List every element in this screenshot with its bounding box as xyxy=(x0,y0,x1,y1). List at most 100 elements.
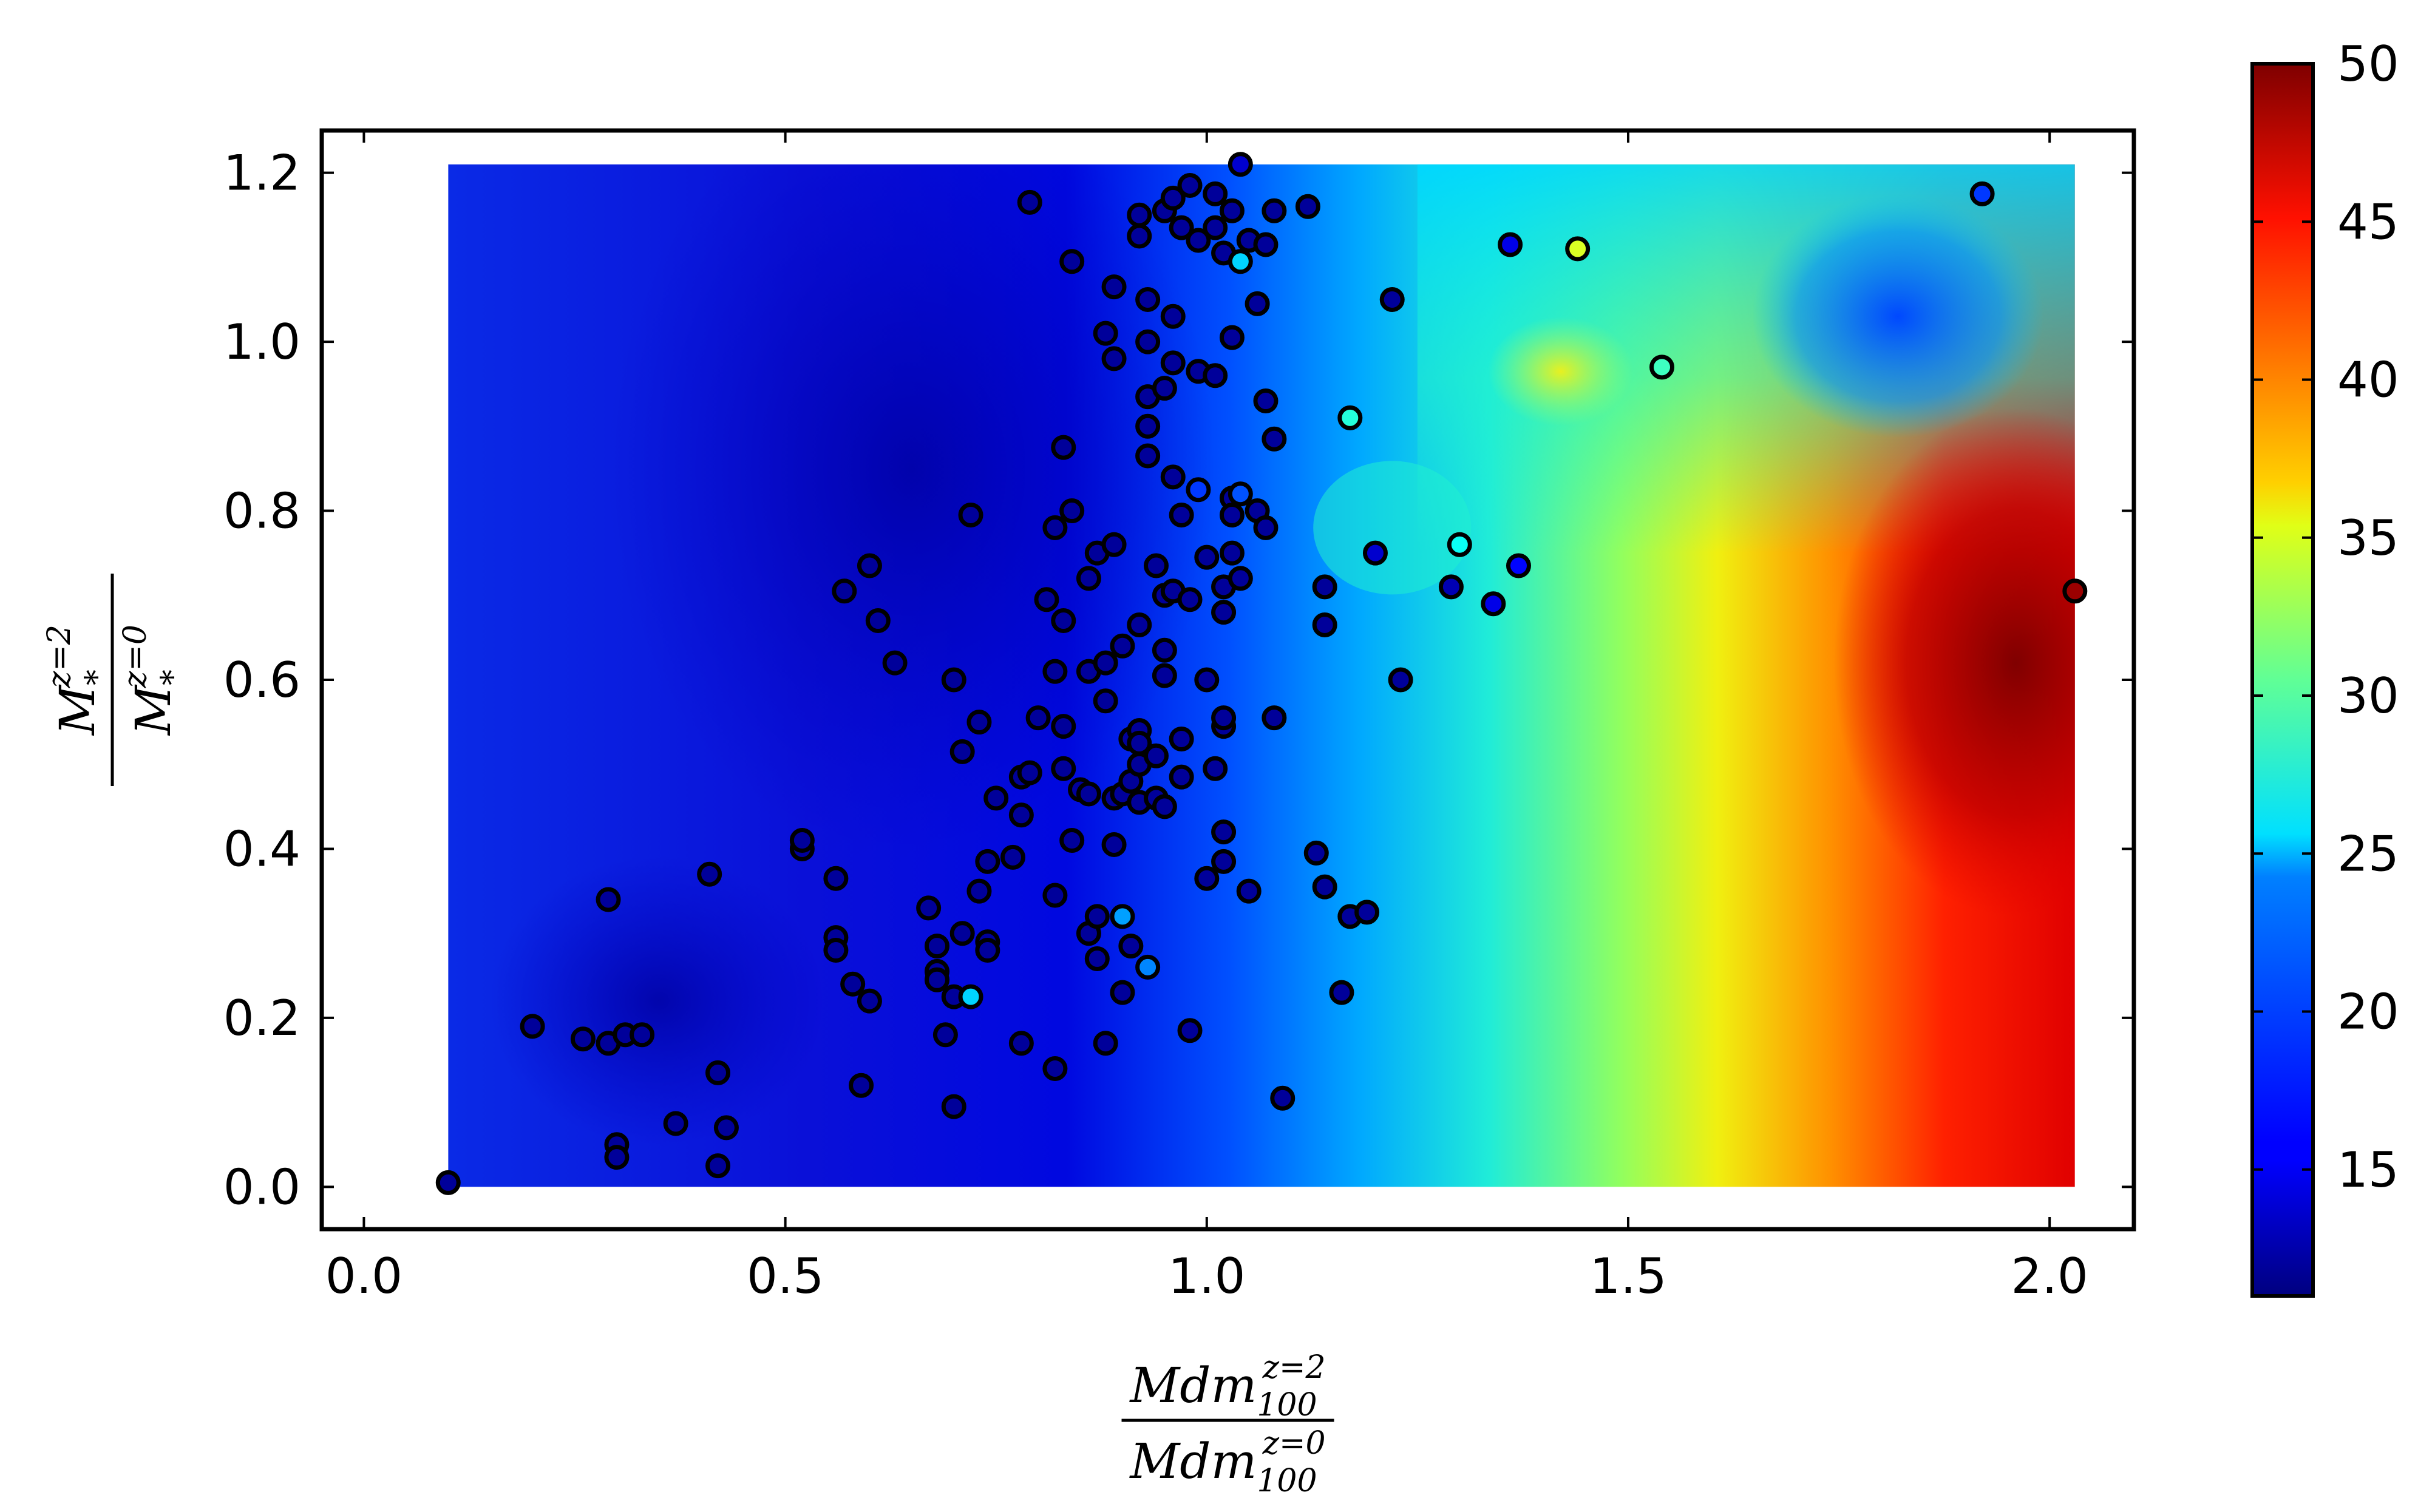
scatter-point xyxy=(1152,637,1177,663)
scatter-point xyxy=(1135,286,1161,312)
scatter-point xyxy=(1295,194,1320,219)
scatter-point xyxy=(1228,152,1253,177)
scatter-point xyxy=(1337,405,1363,430)
x-tick-label: 0.0 xyxy=(325,1248,402,1304)
colorbar-ticks: 15 20 25 30 35 40 45 50 xyxy=(2252,36,2399,1198)
scatter-point xyxy=(705,1060,731,1085)
colorbar-tick-label: 25 xyxy=(2337,825,2399,882)
scatter-point xyxy=(1270,1085,1296,1111)
scatter-point xyxy=(713,1115,739,1141)
scatter-point xyxy=(1388,667,1413,693)
scatter-point xyxy=(1211,819,1237,845)
scatter-point xyxy=(1101,346,1127,371)
scatter-point xyxy=(1481,591,1506,617)
scatter-point xyxy=(1169,503,1194,527)
scatter-point xyxy=(1169,764,1194,790)
scatter-point xyxy=(1160,185,1186,211)
y-tick-label: 0.8 xyxy=(223,483,301,540)
label-numerator: Mdm100z=2 xyxy=(1129,1349,1325,1423)
scatter-point xyxy=(1059,828,1085,853)
colorbar-tick-label: 40 xyxy=(2337,352,2399,409)
colorbar-tick-label: 20 xyxy=(2337,984,2399,1040)
scatter-point xyxy=(1059,498,1085,524)
scatter-point xyxy=(823,866,849,891)
scatter-point xyxy=(1084,904,1110,929)
scatter-point xyxy=(941,667,966,693)
scatter-point xyxy=(1169,726,1194,751)
scatter-point xyxy=(1051,435,1076,460)
scatter-point xyxy=(1127,612,1152,637)
scatter-point xyxy=(1135,413,1161,439)
scatter-point xyxy=(1362,540,1388,566)
scatter-point xyxy=(1177,1018,1203,1043)
y-tick-label: 1.2 xyxy=(223,145,301,202)
scatter-point xyxy=(1177,173,1203,198)
scatter-point xyxy=(1219,503,1245,527)
scatter-point xyxy=(1017,760,1042,785)
y-tick-label: 1.0 xyxy=(223,314,301,370)
scatter-point xyxy=(1186,477,1211,503)
scatter-point xyxy=(1110,633,1135,659)
scatter-point xyxy=(1203,756,1228,781)
scatter-point xyxy=(1000,844,1025,870)
scatter-point xyxy=(1135,443,1161,469)
scatter-point xyxy=(1262,426,1287,452)
scatter-point xyxy=(857,553,882,578)
scatter-point xyxy=(1093,688,1118,714)
scatter-point xyxy=(966,878,992,904)
colorbar-tick-label: 15 xyxy=(2337,1142,2399,1198)
scatter-point xyxy=(1565,236,1591,262)
label-numerator: M*z=2 xyxy=(41,625,115,736)
scatter-point xyxy=(949,921,975,946)
colorbar-tick-label: 30 xyxy=(2337,668,2399,724)
scatter-point xyxy=(1506,553,1531,578)
colorbar xyxy=(2250,62,2315,1298)
scatter-point xyxy=(1101,532,1127,557)
scatter-point xyxy=(1008,802,1034,828)
scatter-point xyxy=(1219,198,1245,223)
scatter-point xyxy=(1969,181,1995,206)
scatter-point xyxy=(1160,350,1186,376)
scatter-point xyxy=(925,967,950,992)
scatter-point xyxy=(1160,303,1186,329)
scatter-point xyxy=(1051,756,1076,781)
y-tick-label: 0.4 xyxy=(223,821,301,877)
scatter-point xyxy=(1101,832,1127,857)
scatter-point xyxy=(1262,705,1287,731)
scatter-point xyxy=(1203,215,1228,240)
scatter-point xyxy=(916,895,942,921)
scatter-point xyxy=(1228,481,1253,507)
scatter-point xyxy=(966,710,992,735)
scatter-point xyxy=(596,887,621,912)
scatter-point xyxy=(1329,980,1354,1005)
scatter-point xyxy=(663,1111,688,1136)
colorbar-tick-label: 45 xyxy=(2337,194,2399,250)
scatter-point xyxy=(1110,980,1135,1005)
scatter-point xyxy=(435,1170,461,1195)
scatter-point xyxy=(1236,878,1262,904)
y-tick-label: 0.6 xyxy=(223,652,301,708)
scatter-point xyxy=(925,934,950,959)
scatter-point xyxy=(1076,566,1101,591)
scatter-point xyxy=(1211,849,1237,874)
scatter-points xyxy=(435,152,2088,1195)
scatter-point xyxy=(1025,705,1051,731)
scatter-point xyxy=(1076,781,1101,807)
scatter-point xyxy=(882,650,908,676)
scatter-point xyxy=(1093,1031,1118,1056)
scatter-point xyxy=(1354,900,1380,925)
scatter-point xyxy=(697,861,722,887)
scatter-point xyxy=(1379,286,1405,312)
y-tick-label: 0.2 xyxy=(223,990,301,1046)
scatter-point xyxy=(630,1022,655,1048)
scatter-point xyxy=(1194,667,1220,693)
scatter-point xyxy=(958,984,983,1009)
scatter-point xyxy=(1042,883,1068,908)
scatter-point xyxy=(1303,840,1329,866)
scatter-point xyxy=(1118,934,1144,959)
scatter-point xyxy=(1084,946,1110,971)
scatter-point xyxy=(1051,714,1076,739)
label-denominator: M*z=0 xyxy=(117,625,191,736)
scatter-point xyxy=(1211,600,1237,625)
